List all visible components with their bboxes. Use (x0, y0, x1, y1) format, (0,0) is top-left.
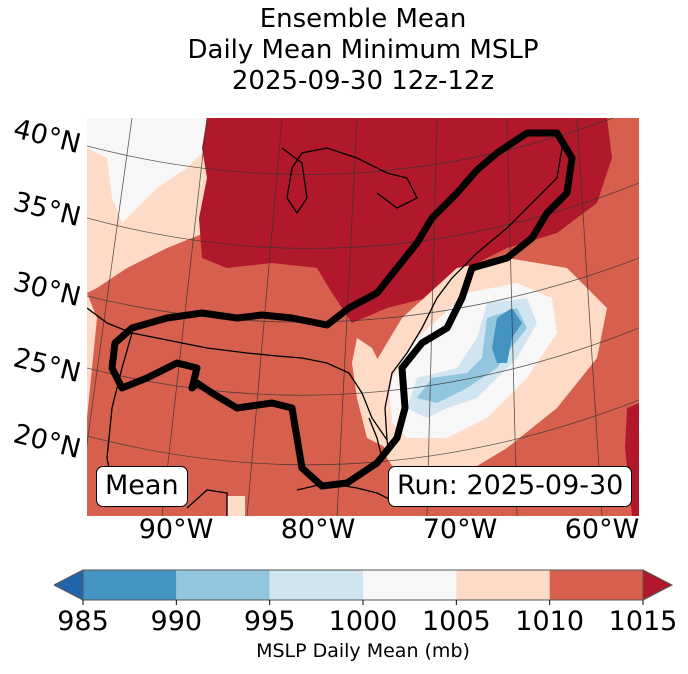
field-1000-1005-northwest (87, 118, 217, 223)
lat-label-25n: 25°N (10, 342, 84, 390)
colorbar-tick-label: 1000 (328, 606, 398, 637)
coast-yucatan (186, 489, 228, 516)
lat-label-35n: 35°N (10, 186, 84, 234)
field-under-990 (492, 308, 522, 363)
colorbar-segment-1005-1010 (456, 570, 550, 600)
meridian-75w (336, 118, 358, 516)
parallel-40n (87, 118, 614, 175)
coast-gulf (87, 307, 350, 374)
meridian-70w (426, 118, 438, 516)
colorbar-extend-min (54, 569, 84, 601)
parallel-35n (87, 182, 639, 249)
colorbar-tick-label: 1015 (608, 606, 678, 637)
lat-label-30n: 30°N (10, 266, 84, 314)
parallel-25n (87, 327, 639, 396)
field-over-1015-east-edge (625, 403, 639, 516)
title-line-3: 2025-09-30 12z-12z (231, 66, 495, 96)
parallel-30n (87, 257, 639, 323)
colorbar-segment-1010-1015 (549, 570, 643, 600)
colorbar (54, 569, 674, 605)
field-1005-1010-caribbean (227, 496, 245, 516)
meridian-65w (506, 118, 518, 516)
lon-label-90w: 90°W (138, 514, 214, 545)
mslp-map (87, 118, 639, 516)
title-line-1: Ensemble Mean (259, 4, 467, 34)
meridian-90w (87, 118, 133, 447)
colorbar-label: MSLP Daily Mean (mb) (256, 640, 470, 662)
probability-outline (108, 129, 576, 490)
lon-label-80w: 80°W (280, 514, 356, 545)
meridian-60w (576, 118, 603, 516)
run-date-box: Run: 2025-09-30 (388, 466, 633, 507)
lon-label-60w: 60°W (564, 514, 640, 545)
colorbar-tick-label: 995 (243, 606, 296, 637)
map-panel (87, 118, 639, 516)
field-1005-1010-west-lower (87, 293, 97, 418)
colorbar-segment-990-995 (176, 570, 270, 600)
lat-label-20n: 20°N (10, 418, 84, 466)
mean-label-box: Mean (96, 466, 188, 507)
coast-east (384, 147, 563, 441)
field-1005-1010-florida (352, 338, 392, 448)
lat-label-40n: 40°N (10, 113, 84, 161)
colorbar-tick-label: 1010 (515, 606, 585, 637)
lon-label-70w: 70°W (422, 514, 498, 545)
colorbar-segment-985-990 (83, 570, 177, 600)
chart-title: Ensemble Mean Daily Mean Minimum MSLP 20… (0, 4, 688, 97)
coast-great-lakes (281, 147, 418, 215)
colorbar-segment-995-1000 (269, 570, 363, 600)
colorbar-extend-max (642, 569, 674, 601)
title-line-2: Daily Mean Minimum MSLP (187, 35, 539, 65)
colorbar-tick-label: 1005 (421, 606, 491, 637)
colorbar-segment-1000-1005 (363, 570, 457, 600)
parallel-20n (87, 399, 639, 466)
colorbar-tick-label: 990 (150, 606, 203, 637)
colorbar-tick-label: 985 (57, 606, 109, 637)
